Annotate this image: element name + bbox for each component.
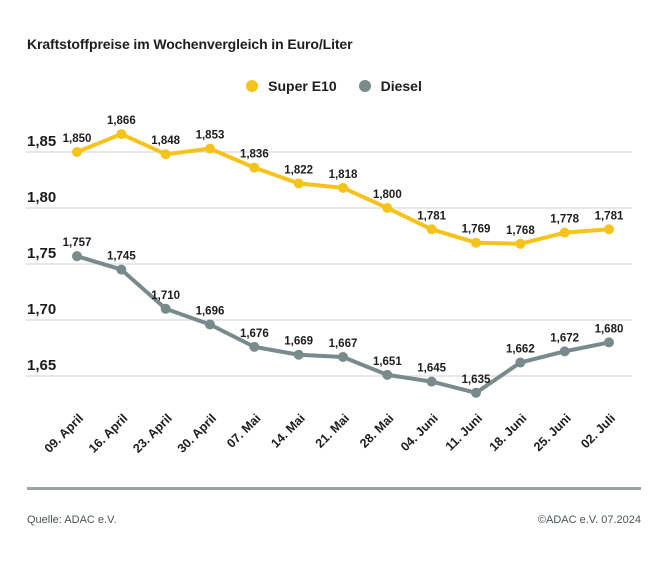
data-point-label-diesel: 1,676 <box>240 328 269 340</box>
data-point-diesel <box>515 357 526 368</box>
x-axis-tick-label: 28. Mai <box>357 411 396 450</box>
data-point-diesel <box>116 264 127 275</box>
data-point-label-diesel: 1,667 <box>329 338 358 350</box>
data-point-super-e10 <box>515 238 526 249</box>
data-point-diesel <box>72 251 82 262</box>
data-point-label-diesel: 1,651 <box>373 356 402 368</box>
data-point-super-e10 <box>559 227 570 238</box>
data-point-super-e10 <box>426 224 437 235</box>
data-point-super-e10 <box>603 224 614 235</box>
y-axis-tick-label: 1,80 <box>27 189 56 206</box>
data-point-diesel <box>249 341 260 352</box>
data-point-label-super-e10: 1,848 <box>151 135 180 147</box>
data-point-label-diesel: 1,635 <box>462 374 491 386</box>
data-point-label-super-e10: 1,853 <box>196 130 225 142</box>
data-point-label-diesel: 1,672 <box>550 332 579 344</box>
legend-item-diesel: Diesel <box>358 78 422 94</box>
x-axis-tick-label: 21. Mai <box>313 411 352 450</box>
y-axis-tick-label: 1,65 <box>27 357 56 374</box>
data-point-label-super-e10: 1,781 <box>595 210 624 222</box>
legend-dot-diesel-icon <box>358 80 371 92</box>
page-title: Kraftstoffpreise im Wochenvergleich in E… <box>27 36 353 52</box>
data-point-label-diesel: 1,757 <box>63 237 92 249</box>
footer-copyright: ©ADAC e.V. 07.2024 <box>537 514 641 526</box>
footer-divider <box>27 487 641 490</box>
x-axis-tick-label: 23. April <box>130 411 174 455</box>
data-point-label-super-e10: 1,781 <box>417 210 446 222</box>
data-point-super-e10 <box>160 149 171 160</box>
data-point-label-super-e10: 1,850 <box>63 133 92 145</box>
data-point-super-e10 <box>72 147 82 157</box>
x-axis-tick-label: 02. Juli <box>578 411 618 451</box>
x-axis-tick-label: 11. Juni <box>443 411 485 453</box>
data-point-diesel <box>470 387 481 398</box>
data-point-diesel <box>293 349 304 360</box>
data-point-super-e10 <box>249 162 260 173</box>
data-point-label-diesel: 1,696 <box>196 305 225 317</box>
x-axis-tick-label: 18. Juni <box>487 411 530 454</box>
x-axis-tick-label: 09. April <box>42 411 86 455</box>
x-axis-tick-label: 07. Mai <box>224 411 263 450</box>
data-point-diesel <box>204 319 215 330</box>
data-point-diesel <box>337 351 348 362</box>
data-point-label-diesel: 1,710 <box>151 290 180 302</box>
legend-item-super-e10: Super E10 <box>246 78 337 94</box>
footer-source: Quelle: ADAC e.V. <box>27 514 117 526</box>
x-axis-tick-label: 16. April <box>86 411 130 455</box>
data-point-super-e10 <box>382 203 393 213</box>
data-point-super-e10 <box>470 237 481 248</box>
data-point-label-super-e10: 1,836 <box>240 149 269 161</box>
data-point-label-diesel: 1,745 <box>107 251 136 263</box>
legend-label-diesel: Diesel <box>380 78 422 94</box>
data-point-super-e10 <box>337 182 348 193</box>
data-point-diesel <box>160 303 171 314</box>
y-axis-tick-label: 1,75 <box>27 245 56 262</box>
data-point-label-super-e10: 1,866 <box>107 115 136 127</box>
data-point-label-diesel: 1,645 <box>417 363 446 375</box>
y-axis-tick-label: 1,70 <box>27 301 56 318</box>
x-axis-tick-label: 30. April <box>175 411 219 455</box>
data-point-label-diesel: 1,680 <box>595 323 624 335</box>
data-point-diesel <box>603 337 614 348</box>
data-point-super-e10 <box>204 143 215 154</box>
legend: Super E10 Diesel <box>0 78 668 94</box>
data-point-label-super-e10: 1,818 <box>329 169 358 181</box>
data-point-label-super-e10: 1,769 <box>462 224 491 236</box>
y-axis-tick-label: 1,85 <box>27 133 56 150</box>
data-point-label-super-e10: 1,768 <box>506 225 535 237</box>
data-point-diesel <box>382 369 393 380</box>
x-axis-tick-label: 04. Juni <box>398 411 441 454</box>
data-point-label-super-e10: 1,822 <box>284 164 313 176</box>
data-point-label-diesel: 1,669 <box>284 336 313 348</box>
data-point-diesel <box>426 376 437 387</box>
data-point-diesel <box>559 346 570 357</box>
x-axis-tick-label: 25. Juni <box>531 411 574 454</box>
legend-dot-super-e10-icon <box>246 80 259 92</box>
data-point-label-super-e10: 1,778 <box>550 214 579 226</box>
data-point-label-diesel: 1,662 <box>506 344 535 356</box>
x-axis-tick-label: 14. Mai <box>268 411 307 450</box>
data-point-label-super-e10: 1,800 <box>373 189 402 201</box>
series-line-diesel <box>75 254 611 395</box>
data-point-super-e10 <box>293 178 304 189</box>
legend-label-super-e10: Super E10 <box>268 78 337 94</box>
data-point-super-e10 <box>116 129 127 140</box>
